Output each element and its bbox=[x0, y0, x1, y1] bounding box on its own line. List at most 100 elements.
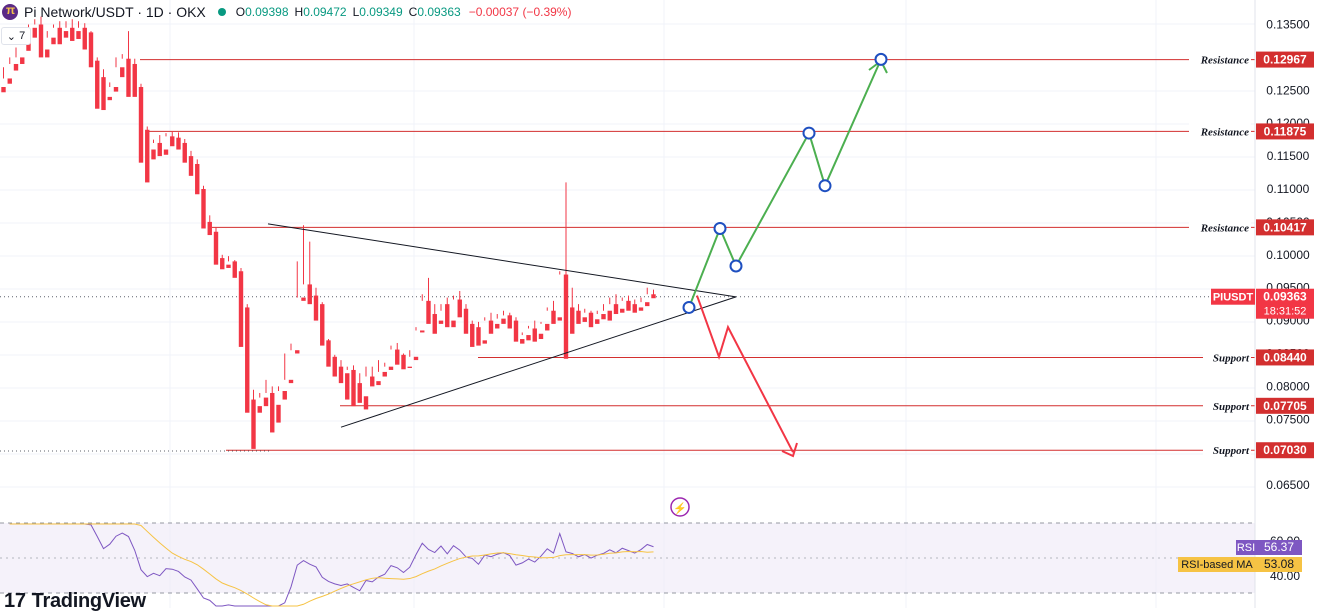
candle-body bbox=[345, 373, 350, 400]
high-value: 0.09472 bbox=[303, 5, 347, 19]
candle-body bbox=[495, 323, 500, 329]
candle-body bbox=[413, 356, 419, 361]
projection-point bbox=[874, 52, 888, 66]
rsi-pane bbox=[0, 522, 1255, 594]
candle-body bbox=[182, 142, 187, 163]
bearish-projection bbox=[696, 295, 794, 453]
candle-body bbox=[313, 295, 319, 321]
candle-body bbox=[32, 27, 37, 38]
rsi-ma-line bbox=[9, 523, 654, 607]
candle-body bbox=[538, 333, 544, 340]
price-tick-label: 0.06500 bbox=[1266, 478, 1310, 492]
candle-body bbox=[70, 27, 75, 41]
current-price-text: 0.09363 bbox=[1263, 290, 1307, 304]
candle-body bbox=[220, 258, 225, 270]
candle-body bbox=[263, 397, 269, 407]
projection-point bbox=[682, 300, 696, 314]
candle-body bbox=[563, 274, 569, 359]
tradingview-logo[interactable]: 17 TradingView bbox=[4, 590, 146, 613]
indicators-count: 7 bbox=[19, 30, 26, 42]
candle-body bbox=[332, 356, 337, 377]
candle-body bbox=[95, 60, 100, 109]
candle-body bbox=[320, 304, 325, 346]
price-tick-label: 0.11500 bbox=[1267, 149, 1310, 163]
rsi-value-text: 56.37 bbox=[1264, 540, 1294, 554]
candle-body bbox=[432, 314, 437, 334]
candle-body bbox=[482, 340, 487, 344]
candle-body bbox=[26, 40, 31, 51]
price-tick-label: 0.08000 bbox=[1266, 379, 1310, 393]
bearish-arrowhead bbox=[781, 442, 798, 458]
countdown-text: 18:31:52 bbox=[1264, 306, 1307, 318]
price-tick-label: 0.10000 bbox=[1266, 248, 1310, 262]
level-price-text: 0.07705 bbox=[1263, 399, 1307, 413]
rsi-ma-value-tag bbox=[1256, 557, 1302, 572]
candle-body bbox=[420, 330, 425, 333]
candle-body bbox=[545, 323, 550, 331]
level-label-bg bbox=[1189, 51, 1251, 67]
low-value: 0.09349 bbox=[359, 5, 403, 19]
candle-body bbox=[570, 307, 575, 334]
change-value: −0.00037 (−0.39%) bbox=[468, 5, 572, 19]
candle-body bbox=[370, 376, 375, 387]
chevron-down-icon: ⌄ bbox=[6, 30, 17, 43]
bullish-projection bbox=[688, 58, 882, 308]
candle-body bbox=[213, 231, 219, 265]
candle-body bbox=[326, 340, 331, 367]
candle-body bbox=[582, 317, 587, 322]
price-tick-label: 0.11000 bbox=[1267, 182, 1310, 196]
level-price-text: 0.12967 bbox=[1263, 53, 1307, 67]
rsi-name-text: RSI bbox=[1237, 542, 1255, 554]
pattern-drawings: ⚡ bbox=[267, 52, 888, 517]
candle-body bbox=[188, 156, 194, 176]
rsi-name-tag bbox=[1236, 540, 1257, 555]
symbol-tag-text: PIUSDT bbox=[1213, 292, 1254, 304]
candle-body bbox=[638, 307, 644, 311]
level-label-bg bbox=[1203, 349, 1251, 365]
candle-body bbox=[588, 312, 594, 328]
level-price-tag bbox=[1256, 349, 1314, 366]
level-price-tag bbox=[1256, 397, 1314, 414]
rsi-band bbox=[0, 523, 1255, 593]
candle-body bbox=[76, 31, 81, 39]
candle-body bbox=[395, 349, 400, 365]
pi-network-logo-icon bbox=[2, 3, 18, 20]
candle-body bbox=[107, 96, 112, 101]
candle-body bbox=[513, 320, 519, 342]
candle-body bbox=[488, 320, 494, 334]
price-tick-label: 0.13500 bbox=[1266, 18, 1310, 32]
price-tick-label: 0.07500 bbox=[1266, 412, 1310, 426]
price-axis: 0.135000.125000.120000.115000.110000.105… bbox=[1178, 0, 1321, 608]
level-price-text: 0.07030 bbox=[1263, 443, 1307, 457]
level-price-tag bbox=[1256, 442, 1314, 459]
candle-body bbox=[38, 24, 44, 58]
candle-body bbox=[507, 315, 512, 329]
candle-body bbox=[501, 318, 506, 324]
candle-body bbox=[295, 350, 300, 354]
level-label-bg bbox=[1189, 219, 1251, 235]
level-label: Resistance bbox=[1200, 222, 1249, 234]
candle-body bbox=[170, 136, 175, 147]
candle-body bbox=[607, 310, 612, 321]
level-price-text: 0.08440 bbox=[1263, 350, 1307, 364]
symbol-title[interactable]: Pi Network/USDT · 1D · OKX bbox=[24, 4, 206, 20]
candle-body bbox=[613, 304, 619, 315]
candle-body bbox=[438, 320, 444, 324]
candle-body bbox=[88, 32, 94, 68]
open-key: O bbox=[235, 5, 246, 19]
candle-body bbox=[388, 366, 394, 370]
level-label-bg bbox=[1203, 442, 1251, 458]
candle-body bbox=[226, 264, 231, 268]
level-price-tag bbox=[1256, 51, 1314, 68]
candle-body bbox=[120, 67, 125, 78]
indicators-toggle-button[interactable]: ⌄ 7 bbox=[1, 27, 31, 45]
candle-body bbox=[20, 57, 25, 64]
candle-body bbox=[1, 87, 6, 93]
candle-body bbox=[57, 27, 62, 45]
rsi-line bbox=[9, 523, 654, 607]
level-price-tag bbox=[1256, 219, 1314, 236]
candle-body bbox=[363, 396, 369, 410]
projection-point bbox=[713, 221, 727, 235]
candle-body bbox=[301, 297, 306, 301]
